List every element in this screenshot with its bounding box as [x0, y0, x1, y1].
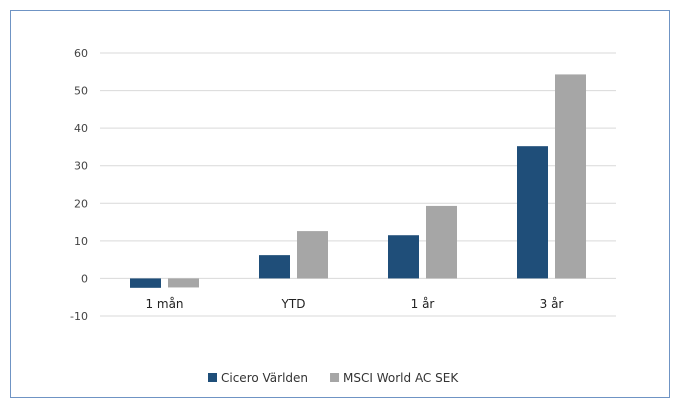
y-tick-label: 50 — [74, 85, 88, 98]
y-tick-label: 40 — [74, 122, 88, 135]
bar-cicero-1 — [259, 255, 290, 279]
bar-msci-0 — [168, 278, 199, 288]
bar-cicero-2 — [388, 235, 419, 279]
category-label: 3 år — [540, 297, 564, 311]
bar-msci-3 — [555, 74, 586, 279]
y-tick-label: 60 — [74, 47, 88, 60]
bar-cicero-0 — [130, 278, 161, 288]
legend-swatch — [330, 373, 340, 382]
y-tick-labels: -10 0 10 20 30 40 50 60 — [70, 47, 88, 323]
legend-swatch — [208, 373, 217, 382]
y-tick-label: 30 — [74, 160, 88, 173]
y-tick-label: 10 — [74, 235, 88, 248]
category-label: 1 år — [411, 297, 435, 311]
y-tick-label: -10 — [70, 310, 88, 323]
y-tick-label: 0 — [81, 272, 88, 285]
category-label: 1 mån — [145, 297, 183, 311]
bar-cicero-3 — [517, 146, 548, 279]
legend-label: MSCI World AC SEK — [343, 371, 459, 385]
y-tick-label: 20 — [74, 197, 88, 210]
legend: Cicero Världen MSCI World AC SEK — [208, 371, 459, 385]
bars — [130, 74, 586, 288]
legend-label: Cicero Världen — [221, 371, 308, 385]
bar-msci-2 — [426, 205, 457, 279]
category-label: YTD — [281, 297, 306, 311]
category-labels: 1 mån YTD 1 år 3 år — [145, 297, 563, 311]
bar-msci-1 — [297, 231, 328, 279]
